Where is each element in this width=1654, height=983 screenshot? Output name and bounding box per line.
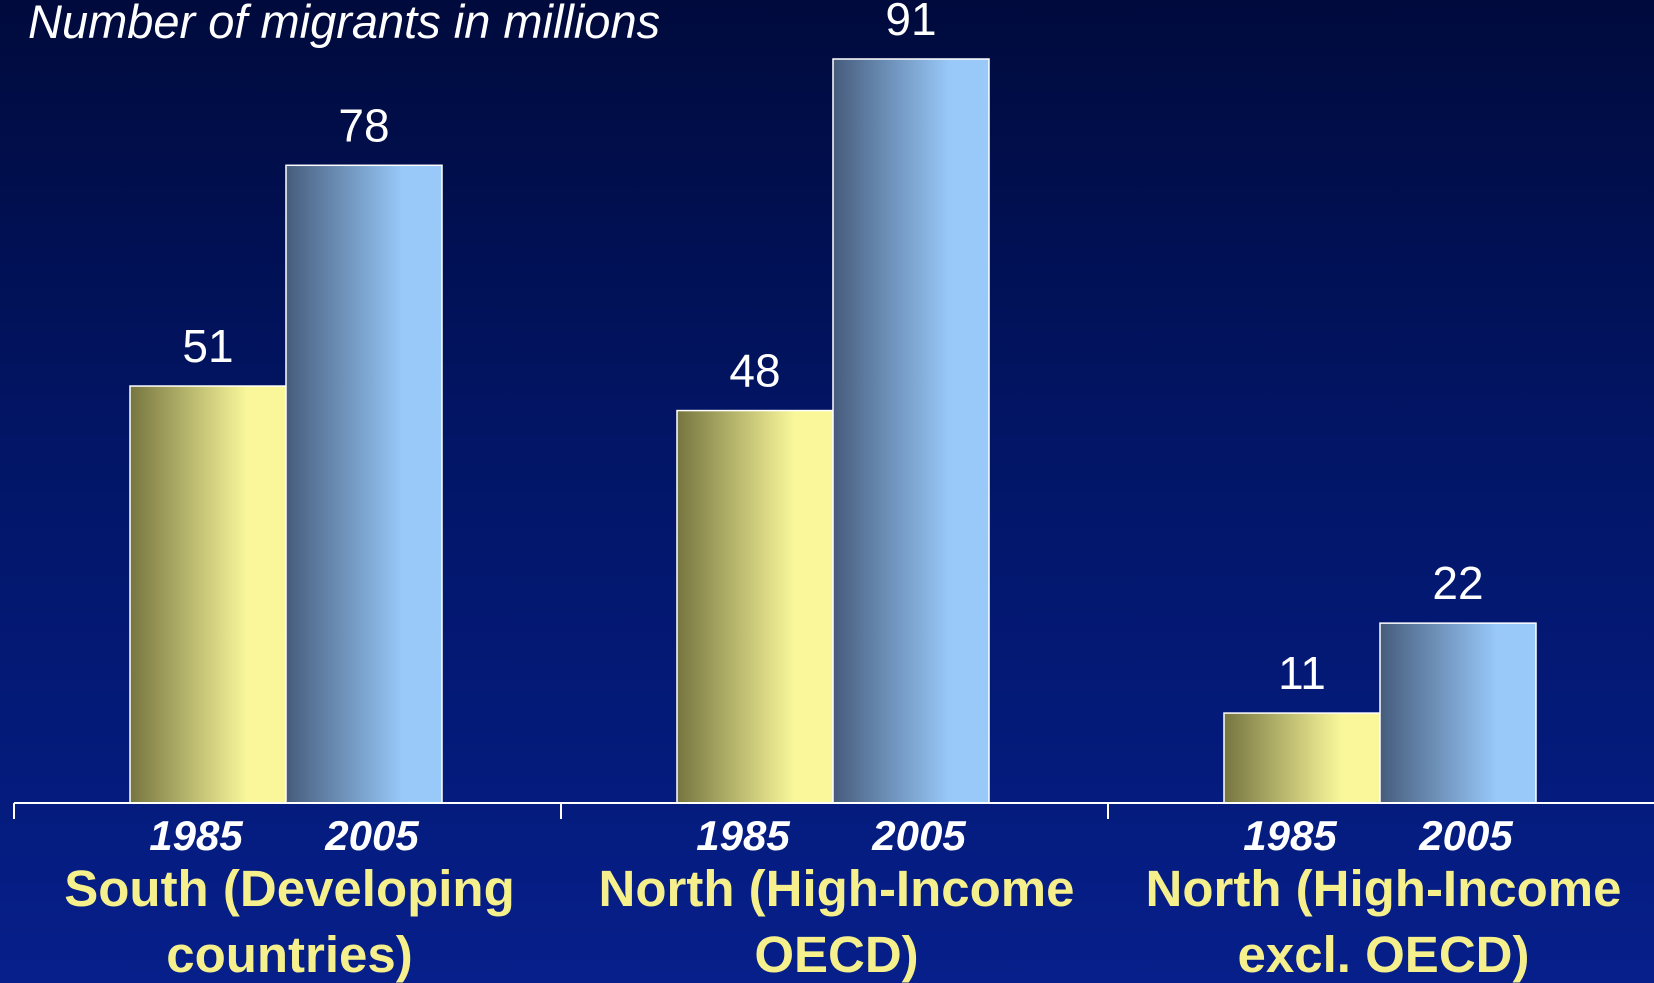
- bar-1985-group-1: [129, 385, 287, 804]
- bar-1985-group-3: [1223, 712, 1381, 804]
- data-label-1985-group-2: 48: [729, 345, 780, 397]
- bar-2005-group-2: [832, 58, 990, 804]
- data-label-1985-group-3: 11: [1278, 647, 1326, 699]
- category-label-3-line-2: excl. OECD): [1238, 926, 1530, 983]
- data-label-1985-group-1: 51: [182, 320, 233, 372]
- category-label-2-line-1: North (High-Income: [599, 860, 1075, 917]
- data-label-2005-group-2: 91: [885, 0, 936, 45]
- data-label-2005-group-3: 22: [1432, 557, 1483, 609]
- tick-label-1985-group-1: 1985: [149, 812, 243, 859]
- category-label-1-line-1: South (Developing: [64, 860, 514, 917]
- bar-2005-group-3: [1379, 622, 1537, 804]
- category-label-3-line-1: North (High-Income: [1146, 860, 1622, 917]
- chart-title: Number of migrants in millions: [28, 0, 660, 48]
- tick-label-2005-group-3: 2005: [1418, 812, 1513, 859]
- tick-label-1985-group-3: 1985: [1243, 812, 1337, 859]
- bar-2005-group-1: [285, 164, 443, 804]
- tick-label-2005-group-1: 2005: [324, 812, 419, 859]
- tick-label-2005-group-2: 2005: [871, 812, 966, 859]
- data-label-2005-group-1: 78: [338, 99, 389, 151]
- category-label-2-line-2: OECD): [754, 926, 918, 983]
- x-axis: [13, 802, 1654, 819]
- bar-1985-group-2: [676, 409, 834, 804]
- category-label-1-line-2: countries): [166, 926, 413, 983]
- tick-label-1985-group-2: 1985: [696, 812, 790, 859]
- bars-layer: [129, 58, 1537, 804]
